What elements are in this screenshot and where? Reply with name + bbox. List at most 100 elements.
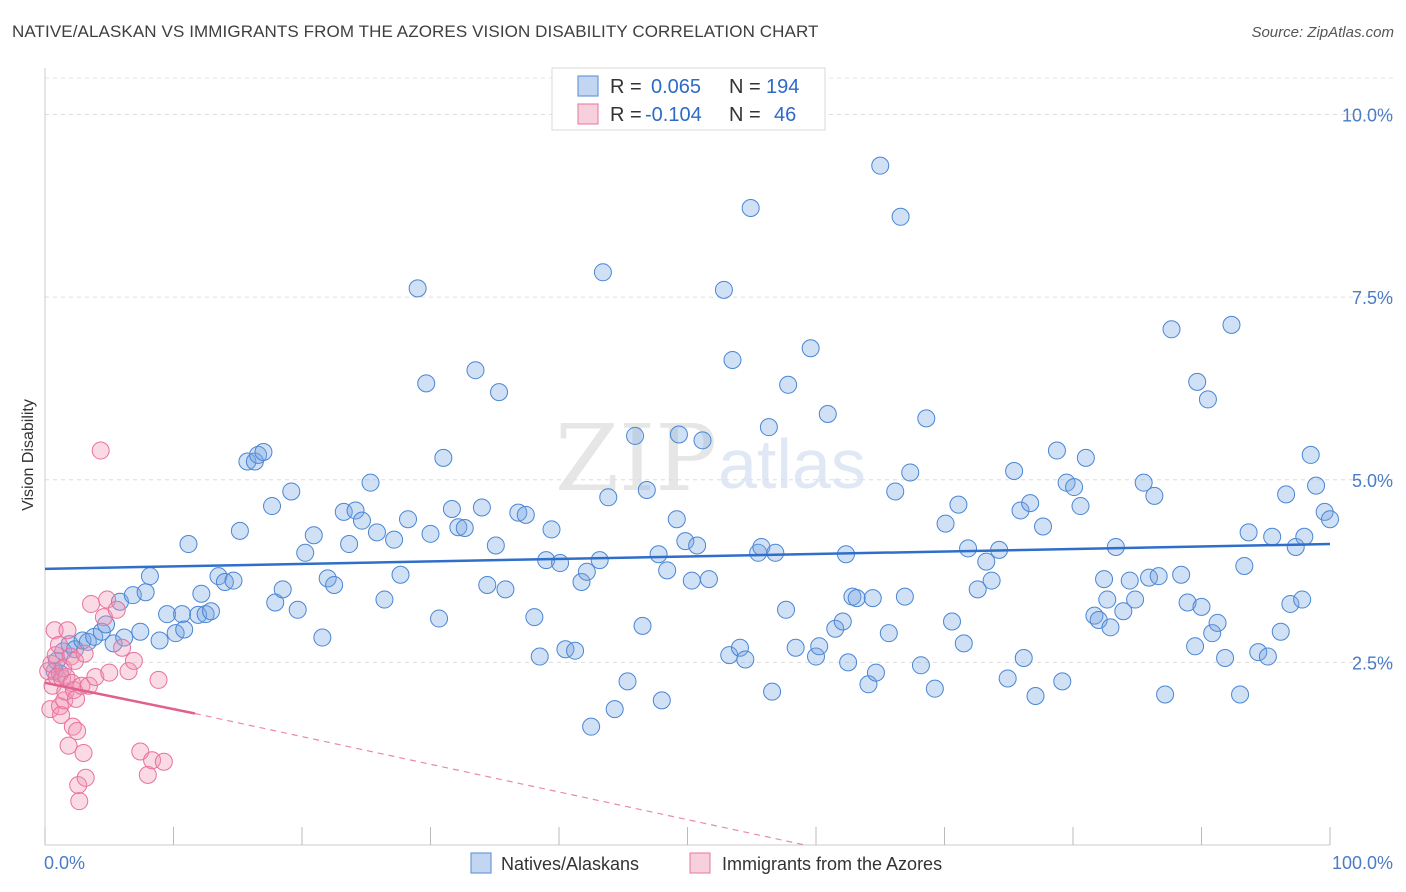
azores-point (124, 651, 143, 670)
natives-point (599, 488, 618, 507)
natives-point (509, 503, 528, 522)
natives-point (1134, 473, 1153, 492)
azores-trend-line (44, 681, 196, 715)
natives-point (582, 717, 601, 736)
y-tick-label-0: 2.5% (1352, 653, 1393, 673)
natives-point (556, 640, 575, 659)
natives-point (150, 631, 169, 650)
natives-point (1114, 602, 1133, 621)
azores-point (58, 621, 77, 640)
natives-point (833, 612, 852, 631)
natives-point (605, 700, 624, 719)
natives-point (325, 575, 344, 594)
x-tick-label-max: 100.0% (1332, 853, 1393, 873)
natives-trend-line (44, 542, 1331, 571)
natives-point (977, 552, 996, 571)
natives-point (925, 679, 944, 698)
azores-point (76, 768, 95, 787)
natives-point (1034, 517, 1053, 536)
correlation-legend: R = 0.065 N = 194 R = -0.104 N = 46 (551, 67, 826, 131)
gridlines (45, 77, 1393, 663)
natives-point (1005, 461, 1024, 480)
natives-point (577, 562, 596, 581)
natives-point (723, 350, 742, 369)
natives-point (741, 199, 760, 218)
watermark-zip: ZIP (555, 405, 717, 512)
bottom-legend-azores: Immigrants from the Azores (722, 854, 942, 874)
natives-point (166, 624, 185, 643)
natives-point (730, 638, 749, 657)
legend-n-label-1: N = (729, 76, 761, 98)
natives-point (1198, 390, 1217, 409)
natives-point (525, 608, 544, 627)
natives-point (810, 637, 829, 656)
azores-point (149, 670, 168, 689)
natives-point (968, 580, 987, 599)
natives-point (391, 565, 410, 584)
natives-point (1014, 648, 1033, 667)
watermark: ZIP atlas (555, 405, 866, 512)
y-tick-label-2: 7.5% (1352, 288, 1393, 308)
natives-point (1321, 510, 1339, 529)
azores-point (138, 765, 157, 784)
bottom-legend-swatch-natives (470, 852, 492, 874)
natives-point (399, 510, 418, 529)
natives-point (1295, 527, 1314, 546)
natives-point (688, 536, 707, 555)
natives-point (847, 589, 866, 608)
azores-point (113, 638, 132, 657)
azores-point (49, 635, 68, 654)
natives-point (196, 605, 215, 624)
natives-point (1203, 624, 1222, 643)
natives-point (385, 530, 404, 549)
natives-point (1271, 622, 1290, 641)
natives-point (449, 518, 468, 537)
natives-point (313, 628, 332, 647)
natives-point (542, 520, 561, 539)
azores-point (107, 600, 126, 619)
azores-point (74, 743, 93, 762)
natives-point (954, 634, 973, 653)
azores-trend-extension (194, 712, 806, 846)
natives-point (998, 669, 1017, 688)
natives-point (173, 605, 192, 624)
natives-point (104, 634, 123, 653)
legend-swatch-azores (577, 103, 599, 125)
natives-point (486, 536, 505, 555)
azores-point (100, 663, 119, 682)
natives-point (455, 518, 474, 537)
natives-point (375, 590, 394, 609)
natives-point (408, 279, 427, 298)
natives-point (676, 532, 695, 551)
natives-point (158, 605, 177, 624)
natives-point (530, 647, 549, 666)
natives-point (551, 554, 570, 573)
natives-point (801, 339, 820, 358)
natives-point (97, 615, 116, 634)
y-tick-label-3: 10.0% (1342, 106, 1393, 126)
natives-point (282, 482, 301, 501)
legend-n-label-2: N = (729, 104, 761, 126)
natives-point (658, 561, 677, 580)
natives-point (273, 580, 292, 599)
trend-lines (44, 542, 1331, 846)
watermark-atlas: atlas (718, 425, 866, 503)
natives-point (249, 445, 268, 464)
y-axis-title: Vision Disability (20, 399, 37, 511)
natives-point (766, 543, 785, 562)
natives-point (1140, 568, 1159, 587)
natives-point (779, 375, 798, 394)
natives-point (777, 600, 796, 619)
natives-point (1277, 485, 1296, 504)
natives-point (1258, 647, 1277, 666)
azores-point (69, 776, 88, 795)
natives-point (633, 616, 652, 635)
natives-point (667, 510, 686, 529)
natives-point (936, 514, 955, 533)
natives-point (230, 521, 249, 540)
natives-point (430, 609, 449, 628)
natives-point (590, 551, 609, 570)
natives-point (1065, 478, 1084, 497)
natives-point (693, 431, 712, 450)
natives-point (1235, 556, 1254, 575)
